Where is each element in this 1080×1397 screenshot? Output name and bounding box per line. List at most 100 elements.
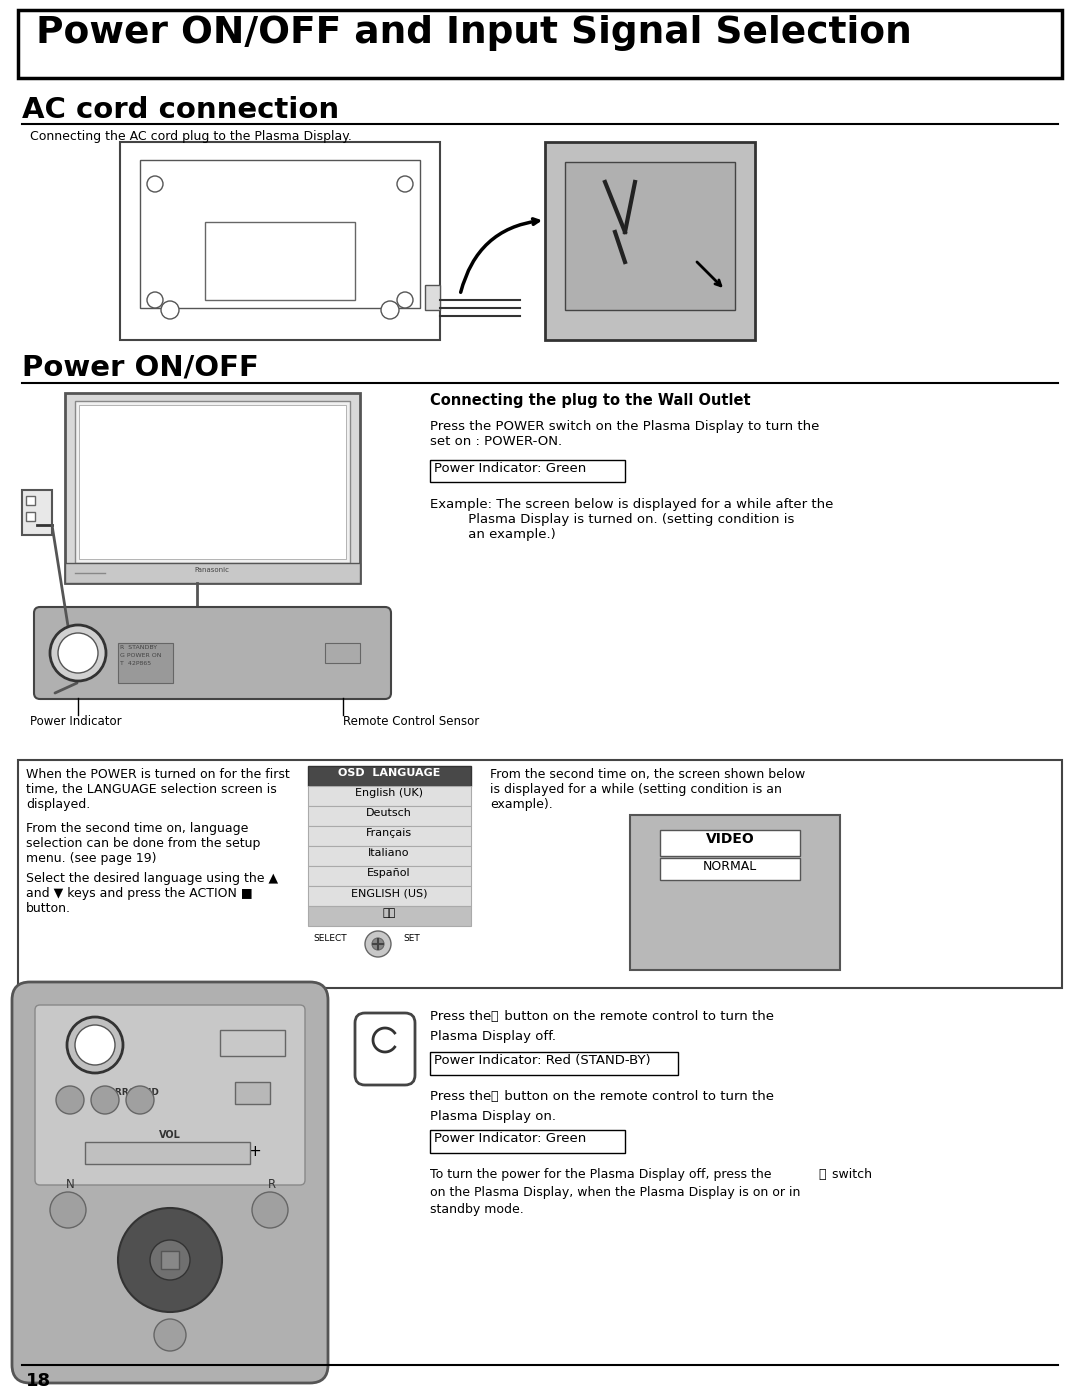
Text: ▼: ▼ <box>164 1270 175 1284</box>
FancyBboxPatch shape <box>35 1004 305 1185</box>
Text: ENGLISH (US): ENGLISH (US) <box>351 888 428 898</box>
Text: Panasonic: Panasonic <box>194 567 229 573</box>
Bar <box>85 1141 249 1164</box>
Bar <box>205 222 355 300</box>
Text: Español: Español <box>367 868 410 877</box>
Bar <box>308 886 471 907</box>
Text: button on the remote control to turn the: button on the remote control to turn the <box>500 1010 774 1023</box>
Text: Power Indicator: Green: Power Indicator: Green <box>434 462 586 475</box>
Text: +: + <box>248 1144 261 1160</box>
Text: Example: The screen below is displayed for a while after the
         Plasma Dis: Example: The screen below is displayed f… <box>430 497 834 541</box>
Text: ►: ► <box>192 1255 203 1268</box>
Circle shape <box>56 1085 84 1113</box>
Text: SURROUND: SURROUND <box>102 1088 159 1097</box>
Text: ◄: ◄ <box>124 1255 135 1268</box>
Text: ⏻: ⏻ <box>91 1037 99 1051</box>
Circle shape <box>126 1085 154 1113</box>
Bar <box>140 161 420 307</box>
Text: ⏻: ⏻ <box>818 1168 825 1180</box>
Circle shape <box>50 1192 86 1228</box>
Text: From the second time on, the screen shown below
is displayed for a while (settin: From the second time on, the screen show… <box>490 768 806 812</box>
Text: 中文: 中文 <box>382 908 395 918</box>
Bar <box>308 787 471 806</box>
Text: 0/I: 0/I <box>71 645 85 655</box>
Text: Press the: Press the <box>430 1010 496 1023</box>
Circle shape <box>50 624 106 680</box>
Text: 18: 18 <box>26 1372 51 1390</box>
Bar <box>308 826 471 847</box>
Text: Remote Control Sensor: Remote Control Sensor <box>343 715 480 728</box>
Text: N: N <box>66 1178 75 1192</box>
Text: Power ON/OFF: Power ON/OFF <box>22 353 259 381</box>
Circle shape <box>161 300 179 319</box>
Bar <box>308 907 471 926</box>
Circle shape <box>252 1192 288 1228</box>
Text: SELECT: SELECT <box>313 935 347 943</box>
Text: −: − <box>102 1144 114 1160</box>
Circle shape <box>372 937 384 950</box>
Bar <box>660 830 800 856</box>
Text: Deutsch: Deutsch <box>366 807 411 819</box>
Text: From the second time on, language
selection can be done from the setup
menu. (se: From the second time on, language select… <box>26 821 260 865</box>
Bar <box>65 563 360 583</box>
Circle shape <box>150 1241 190 1280</box>
Bar <box>325 643 360 664</box>
Circle shape <box>91 1085 119 1113</box>
Text: R  STANDBY: R STANDBY <box>120 645 157 650</box>
Bar <box>18 10 1062 78</box>
Circle shape <box>147 176 163 191</box>
Bar <box>545 142 755 339</box>
Text: Select the desired language using the ▲
and ▼ keys and press the ACTION ■
button: Select the desired language using the ▲ … <box>26 872 279 915</box>
Circle shape <box>365 930 391 957</box>
Text: R: R <box>268 1178 276 1192</box>
Text: SET: SET <box>403 935 420 943</box>
Bar <box>430 1052 678 1076</box>
Bar <box>430 1130 625 1153</box>
Bar <box>220 1030 285 1056</box>
Text: VOL: VOL <box>159 1130 181 1140</box>
Text: Press the: Press the <box>430 1090 496 1104</box>
Bar <box>308 806 471 826</box>
Text: on the Plasma Display, when the Plasma Display is on or in: on the Plasma Display, when the Plasma D… <box>430 1186 800 1199</box>
Circle shape <box>397 292 413 307</box>
Circle shape <box>58 633 98 673</box>
Text: To turn the power for the Plasma Display off, press the: To turn the power for the Plasma Display… <box>430 1168 775 1180</box>
Bar <box>118 643 173 683</box>
Bar <box>40 613 384 693</box>
Circle shape <box>118 1208 222 1312</box>
Text: Connecting the plug to the Wall Outlet: Connecting the plug to the Wall Outlet <box>430 393 751 408</box>
Text: ⏻: ⏻ <box>490 1010 498 1023</box>
Circle shape <box>397 176 413 191</box>
FancyBboxPatch shape <box>12 982 328 1383</box>
Text: standby mode.: standby mode. <box>430 1203 524 1215</box>
Text: AC cord connection: AC cord connection <box>22 96 339 124</box>
Bar <box>65 393 360 583</box>
Bar <box>18 760 1062 988</box>
Text: English (UK): English (UK) <box>355 788 423 798</box>
Text: button on the remote control to turn the: button on the remote control to turn the <box>500 1090 774 1104</box>
Text: Français: Français <box>366 828 413 838</box>
Circle shape <box>67 1017 123 1073</box>
Text: Press the POWER switch on the Plasma Display to turn the
set on : POWER-ON.: Press the POWER switch on the Plasma Dis… <box>430 420 820 448</box>
Bar <box>22 490 52 535</box>
Text: VIDEO: VIDEO <box>705 833 754 847</box>
Text: Power ON/OFF and Input Signal Selection: Power ON/OFF and Input Signal Selection <box>36 15 912 52</box>
Text: NORMAL: NORMAL <box>703 861 757 873</box>
Text: T  42P865: T 42P865 <box>120 661 151 666</box>
Bar <box>75 401 350 563</box>
Circle shape <box>147 292 163 307</box>
Text: ▲: ▲ <box>164 1218 175 1232</box>
Bar <box>235 1083 270 1104</box>
Bar <box>426 285 440 310</box>
Bar <box>120 142 440 339</box>
Bar <box>26 496 35 504</box>
Text: switch: switch <box>828 1168 872 1180</box>
Text: ⏻: ⏻ <box>490 1090 498 1104</box>
Text: Power Indicator: Red (STAND-BY): Power Indicator: Red (STAND-BY) <box>434 1053 650 1067</box>
Text: Italiano: Italiano <box>368 848 409 858</box>
Text: Power Indicator: Green: Power Indicator: Green <box>434 1132 586 1146</box>
FancyBboxPatch shape <box>33 608 391 698</box>
Bar <box>26 511 35 521</box>
Bar <box>308 847 471 866</box>
Text: Plasma Display on.: Plasma Display on. <box>430 1111 556 1123</box>
